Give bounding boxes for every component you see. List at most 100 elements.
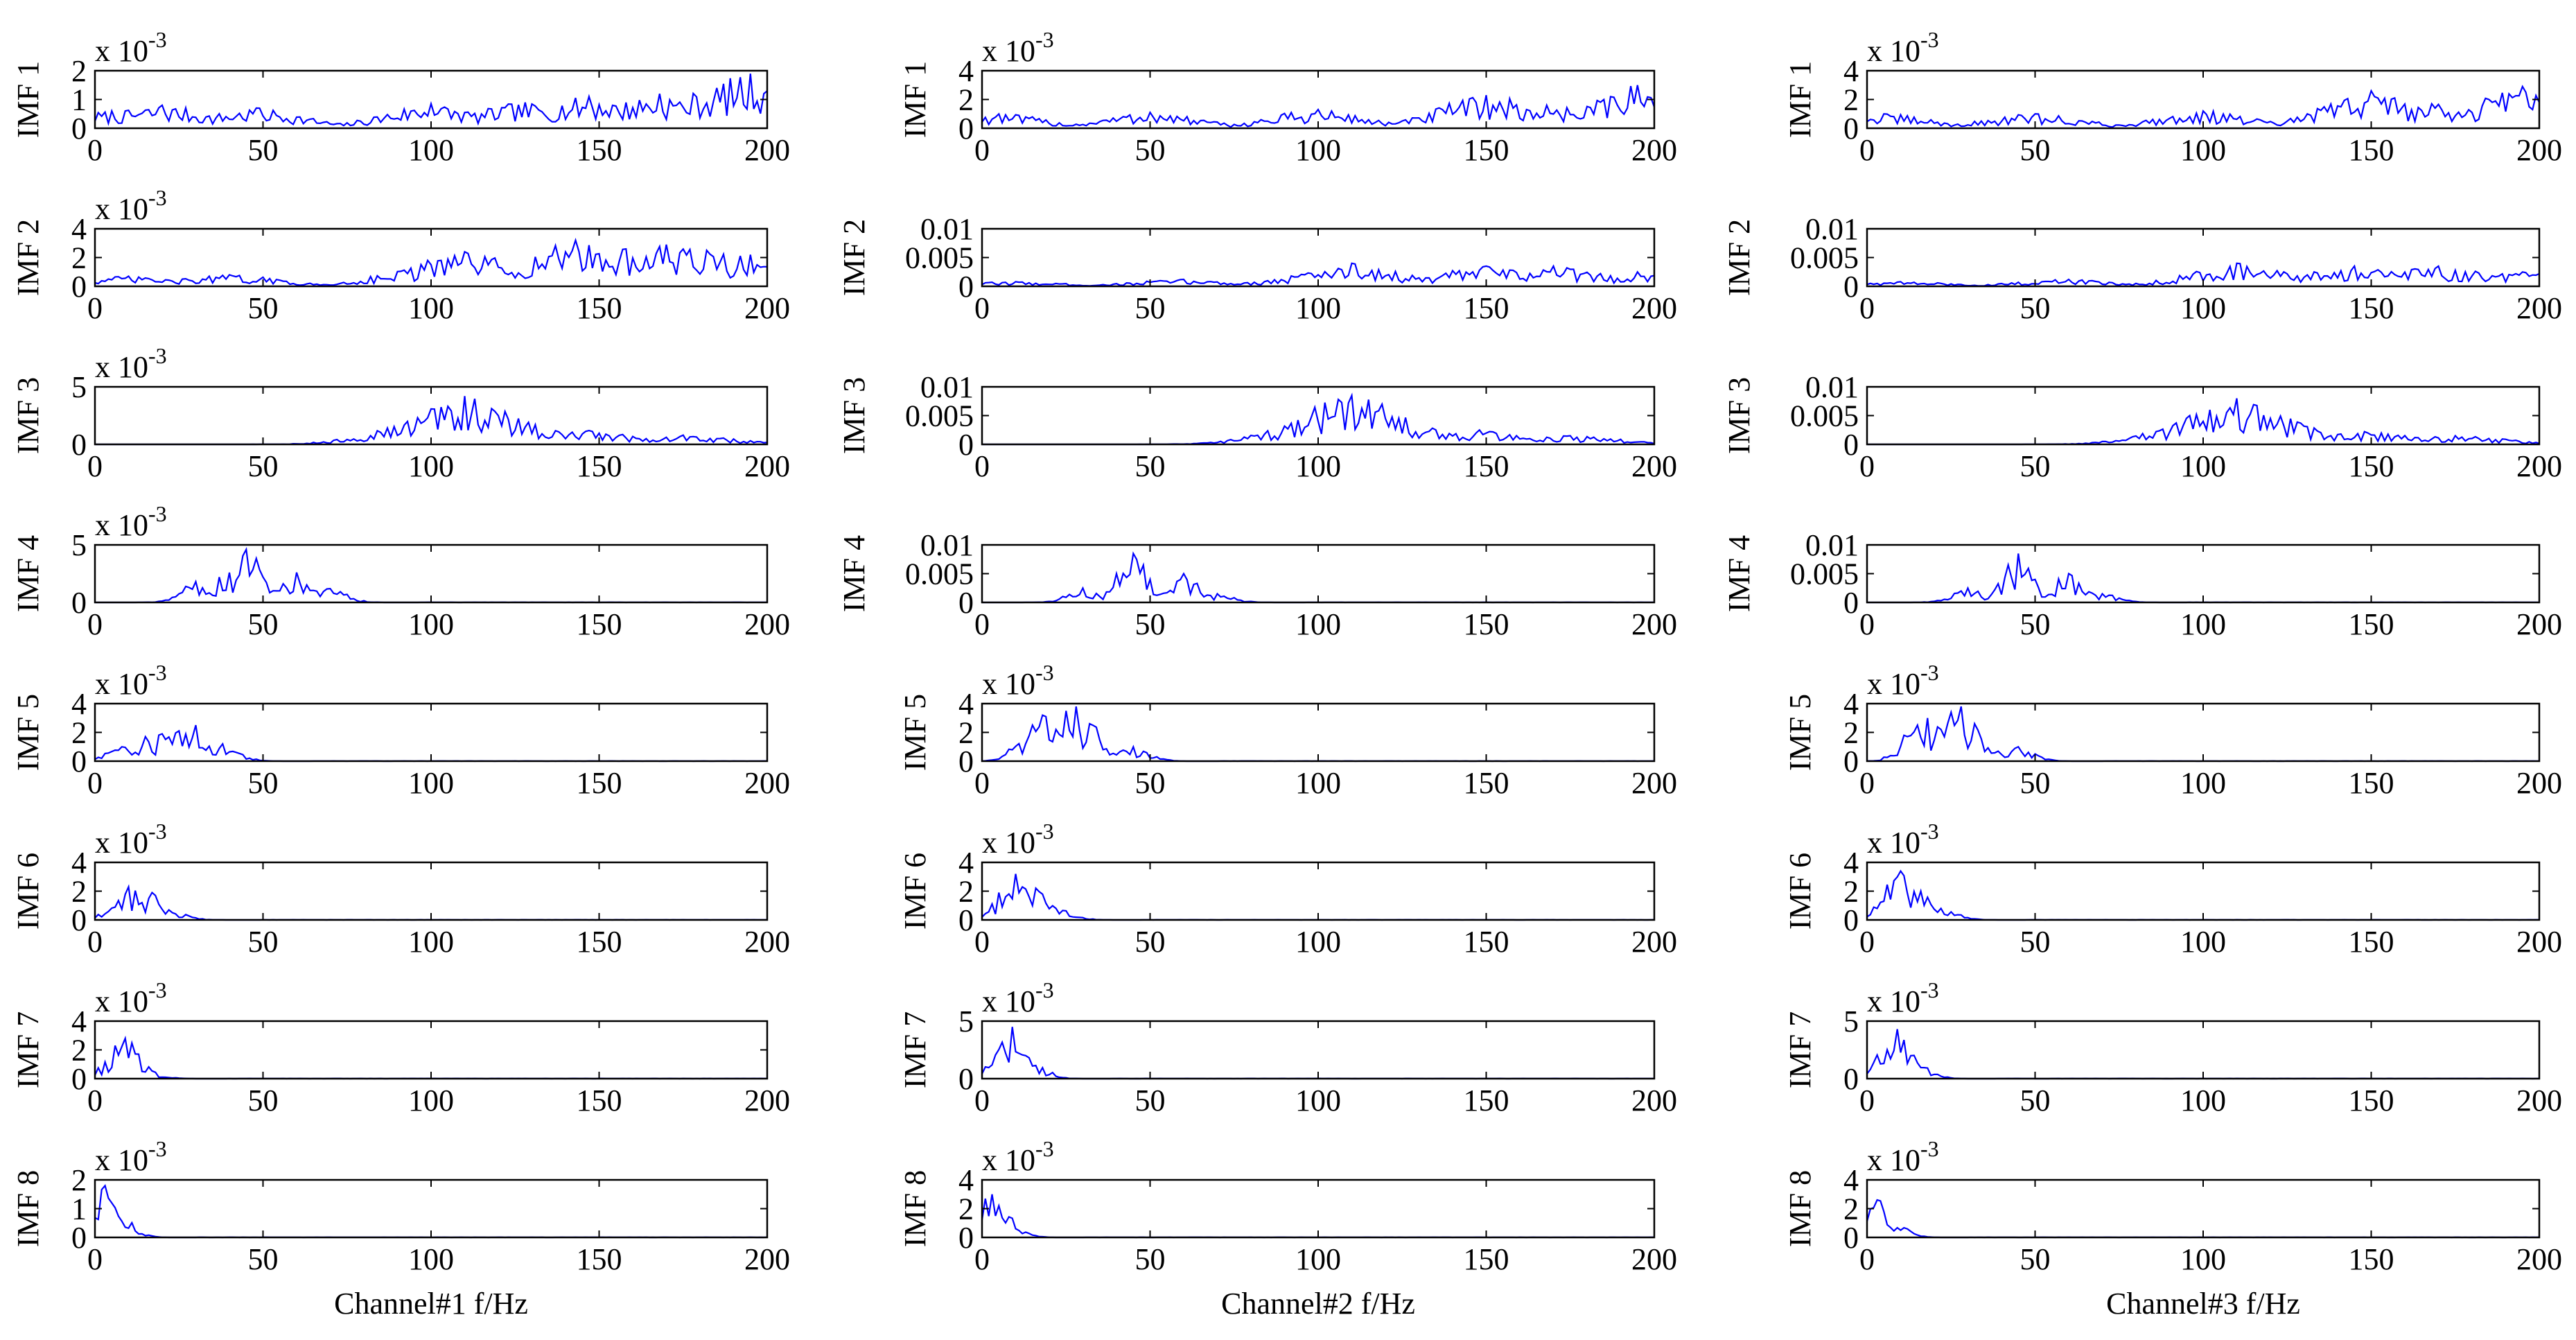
x-tick-label: 200 <box>2516 925 2562 959</box>
x-tick-label: 50 <box>1135 1242 1166 1276</box>
axes-box <box>981 702 1656 763</box>
x-tick-label: 200 <box>744 766 790 800</box>
x-tick-label: 0 <box>87 133 103 167</box>
x-tick-label: 50 <box>1135 291 1166 325</box>
axes-box <box>94 227 769 288</box>
x-tick-label: 100 <box>2180 1242 2226 1276</box>
x-tick-label: 200 <box>744 133 790 167</box>
y-tick-label: 2 <box>958 1192 974 1226</box>
x-tick-label: 0 <box>87 449 103 483</box>
x-tick-label: 200 <box>744 1084 790 1117</box>
x-tick-label: 0 <box>974 607 990 641</box>
spectrum-line <box>982 551 1654 604</box>
y-tick-label: 2 <box>71 241 87 275</box>
spectrum-line <box>1866 706 2539 763</box>
y-tick-label: 2 <box>958 83 974 117</box>
x-tick-label: 0 <box>87 766 103 800</box>
y-axis-label: IMF 7 <box>11 1011 45 1088</box>
x-axis-label-ch2: Channel#2 f/Hz <box>1221 1287 1415 1321</box>
x-tick-label: 100 <box>408 766 454 800</box>
x-tick-label: 150 <box>2349 925 2394 959</box>
y-tick-label: 0 <box>958 903 974 937</box>
y-tick-label: 2 <box>71 1163 87 1197</box>
exponent-label: x 10-3 <box>1867 27 1939 68</box>
exponent-base: x 10 <box>95 192 148 226</box>
x-tick-label: 150 <box>577 1084 622 1117</box>
subplot-ch1-imf1: 0 50 100 150 200 012 IMF 1 x 10-3 <box>11 27 790 167</box>
x-tick-label: 200 <box>2516 607 2562 641</box>
y-tick-label: 0 <box>958 586 974 620</box>
exponent-power: -3 <box>1035 819 1054 844</box>
x-tick-label: 100 <box>2180 766 2226 800</box>
y-tick-label: 0 <box>71 745 87 778</box>
x-tick-label: 200 <box>744 607 790 641</box>
subplot-ch1-imf5: 0 50 100 150 200 024 IMF 5 x 10-3 <box>11 660 790 800</box>
exponent-power: -3 <box>1035 977 1054 1002</box>
x-tick-label: 0 <box>974 766 990 800</box>
x-tick-label: 50 <box>248 291 279 325</box>
y-tick-label: 0 <box>1843 428 1859 462</box>
x-tick-label: 0 <box>87 1242 103 1276</box>
exponent-label: x 10-3 <box>95 819 167 860</box>
exponent-power: -3 <box>1920 27 1939 52</box>
exponent-base: x 10 <box>95 1143 148 1177</box>
x-tick-label: 100 <box>408 607 454 641</box>
axes-box <box>94 1178 769 1239</box>
y-tick-label: 2 <box>1843 1192 1859 1226</box>
subplot-ch1-imf6: 0 50 100 150 200 024 IMF 6 x 10-3 <box>11 819 790 959</box>
x-tick-label: 200 <box>744 449 790 483</box>
spectrum-line <box>982 392 1655 446</box>
exponent-base: x 10 <box>95 34 148 68</box>
exponent-power: -3 <box>148 27 167 52</box>
x-tick-label: 100 <box>408 449 454 483</box>
x-tick-label: 0 <box>1859 1084 1875 1117</box>
exponent-power: -3 <box>1920 819 1939 844</box>
x-tick-label: 100 <box>408 133 454 167</box>
x-tick-label: 50 <box>2020 925 2051 959</box>
y-tick-label: 0 <box>958 428 974 462</box>
axes-box <box>94 1020 769 1080</box>
exponent-base: x 10 <box>95 667 148 701</box>
exponent-label: x 10-3 <box>1867 660 1939 701</box>
y-axis-label: IMF 6 <box>1783 853 1817 930</box>
y-tick-label: 4 <box>958 54 974 88</box>
exponent-power: -3 <box>1035 660 1054 685</box>
y-axis-label: IMF 4 <box>1722 535 1756 612</box>
x-axis-label-ch3: Channel#3 f/Hz <box>2106 1287 2300 1321</box>
exponent-power: -3 <box>148 660 167 685</box>
exponent-power: -3 <box>1920 977 1939 1002</box>
exponent-base: x 10 <box>95 984 148 1018</box>
y-axis-label: IMF 4 <box>837 535 871 612</box>
subplot-ch3-imf7: 0 50 100 150 200 0 5 IMF 7 x 10-3 <box>1783 977 2562 1117</box>
y-axis-label: IMF 4 <box>11 535 45 612</box>
x-tick-label: 100 <box>1295 607 1341 641</box>
y-tick-label: 0 <box>1843 586 1859 620</box>
y-tick-label: 0 <box>958 1062 974 1096</box>
y-tick-label: 0 <box>71 428 87 462</box>
axes-box <box>1866 385 2541 446</box>
exponent-label: x 10-3 <box>1867 819 1939 860</box>
x-tick-label: 0 <box>1859 449 1875 483</box>
axes-box <box>981 385 1656 446</box>
x-tick-label: 200 <box>744 1242 790 1276</box>
axes-box <box>1866 1178 2541 1239</box>
exponent-base: x 10 <box>95 350 148 384</box>
subplot-ch1-imf4: 0 50 100 150 200 0 5 IMF 4 x 10-3 <box>11 501 790 641</box>
y-tick-label: 0.01 <box>920 370 974 404</box>
y-axis-label: IMF 5 <box>1783 694 1817 771</box>
x-tick-label: 150 <box>577 607 622 641</box>
x-tick-label: 100 <box>2180 133 2226 167</box>
x-tick-label: 150 <box>577 133 622 167</box>
x-tick-label: 0 <box>1859 607 1875 641</box>
y-tick-label: 0 <box>958 745 974 778</box>
x-tick-label: 0 <box>974 133 990 167</box>
x-tick-label: 50 <box>248 925 279 959</box>
y-tick-label: 2 <box>1843 875 1859 909</box>
y-axis-label: IMF 6 <box>898 853 932 930</box>
x-tick-label: 0 <box>1859 766 1875 800</box>
x-tick-label: 200 <box>2516 1084 2562 1117</box>
exponent-label: x 10-3 <box>95 977 167 1018</box>
x-tick-label: 150 <box>577 449 622 483</box>
x-tick-label: 0 <box>87 1084 103 1117</box>
x-tick-label: 50 <box>248 1084 279 1117</box>
